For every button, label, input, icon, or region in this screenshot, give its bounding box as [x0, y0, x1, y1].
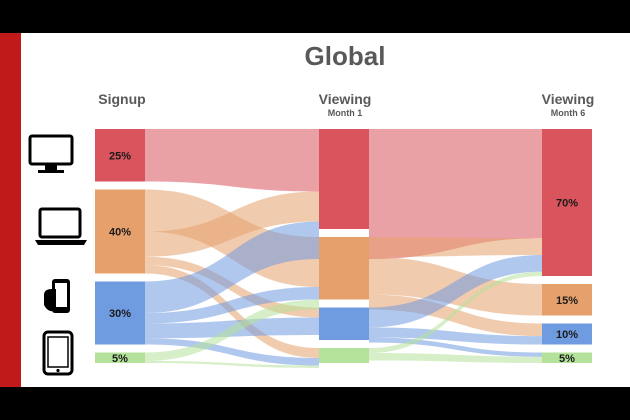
slide: Global Signup Viewing Month 1 Viewing Mo… [0, 33, 630, 387]
node-month1-laptop [319, 237, 369, 300]
flow-m1-m6-phone-to-tv [369, 255, 542, 328]
flow-m1-m6-phone-to-phone [369, 327, 542, 345]
flow-m1-m6-laptop-to-tv [369, 237, 542, 257]
red-side-bar [0, 33, 21, 387]
flow-m1-m6-tv-to-tv [369, 129, 542, 259]
label-month6-tablet: 5% [559, 353, 575, 365]
column-header-month6: Viewing Month 6 [528, 91, 608, 118]
node-month1-tv [319, 129, 369, 229]
flow-signup-m1-phone-to-laptop [145, 287, 319, 324]
label-signup-tablet: 5% [112, 353, 128, 365]
node-signup-tv [95, 129, 145, 182]
node-month1-phone [319, 307, 369, 340]
column-header-month1-sub: Month 1 [327, 108, 363, 118]
stage-nodes: 25% 40% 30% 5% 70% 15% 10% 5% [95, 129, 592, 365]
phone-icon [44, 279, 70, 313]
flow-signup-m1-laptop-to-tablet [145, 265, 319, 358]
flow-signup-m1-laptop-to-phone [145, 256, 319, 318]
label-signup-laptop: 40% [109, 227, 131, 239]
node-signup-tablet [95, 352, 145, 363]
column-header-month1-main: Viewing [318, 91, 372, 107]
label-month6-tv: 70% [556, 198, 578, 210]
column-header-signup: Signup [82, 91, 162, 107]
flow-links [145, 129, 542, 368]
tablet-icon [42, 330, 74, 376]
flow-signup-m1-tablet-to-laptop [145, 299, 319, 361]
flow-signup-m1-laptop-to-tv [145, 191, 319, 257]
label-month6-phone: 10% [556, 329, 578, 341]
column-header-month1: Viewing Month 1 [305, 91, 385, 118]
flow-signup-m1-tablet-to-tablet [145, 360, 319, 368]
sankey-chart: 25% 40% 30% 5% 70% 15% 10% 5% [95, 129, 592, 368]
flow-m1-m6-tablet-to-tablet [369, 353, 542, 363]
flow-signup-m1-phone-to-tv [145, 221, 319, 313]
laptop-icon [35, 207, 87, 245]
flow-m1-m6-tablet-to-tv [369, 271, 542, 353]
node-month6-laptop [542, 284, 592, 316]
node-month6-phone [542, 323, 592, 345]
node-month6-tv [542, 129, 592, 276]
flow-signup-m1-phone-to-tablet [145, 338, 319, 366]
column-header-month6-sub: Month 6 [550, 108, 586, 118]
flow-signup-m1-tv-to-tv [145, 129, 319, 192]
chart-title: Global [304, 41, 386, 71]
label-signup-tv: 25% [109, 150, 131, 162]
node-signup-phone [95, 281, 145, 345]
label-month6-laptop: 15% [556, 295, 578, 307]
column-header-month6-main: Viewing [541, 91, 595, 107]
label-signup-phone: 30% [109, 308, 131, 320]
column-header-signup-main: Signup [98, 91, 146, 107]
node-month6-tablet [542, 352, 592, 363]
tv-icon [28, 134, 74, 173]
node-signup-laptop [95, 189, 145, 274]
node-month1-tablet [319, 348, 369, 363]
